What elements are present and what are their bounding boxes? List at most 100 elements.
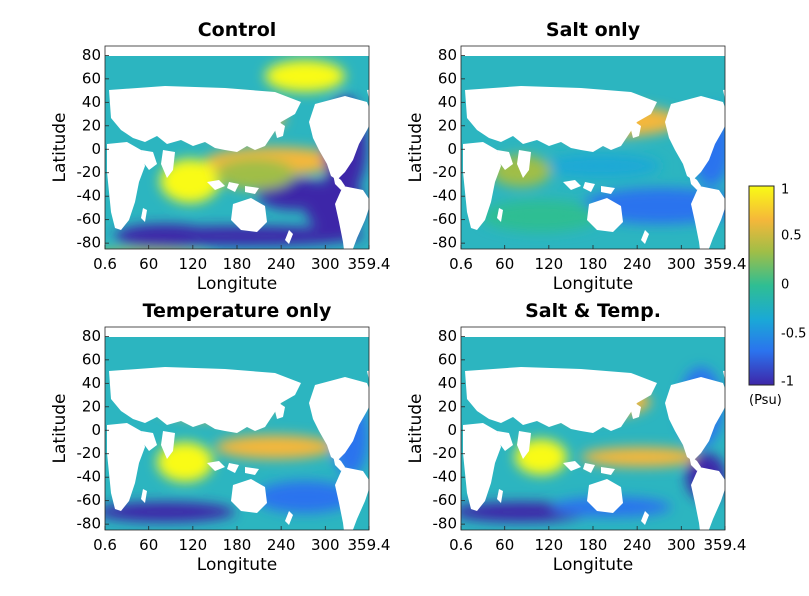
anomaly-field — [461, 46, 725, 249]
x-tick-label: 359.4 — [348, 255, 391, 273]
x-tick-label: 240 — [267, 536, 296, 554]
x-tick-label: 359.4 — [704, 255, 747, 273]
x-tick-label: 120 — [535, 255, 564, 273]
y-tick-label: -80 — [433, 515, 458, 533]
panel-4: Salt & Temp. 80 60 40 20 0 -20 -40 -60 -80 0.6 60 12… — [406, 300, 747, 575]
y-tick-label: 80 — [438, 46, 457, 64]
x-tick-label: 300 — [311, 255, 340, 273]
panel-3: Temperature only 80 60 40 20 0 -20 -40 -60 -80 0.6… — [50, 300, 391, 575]
y-tick-label: -20 — [77, 444, 102, 462]
panel-title: Salt & Temp. — [525, 300, 661, 322]
y-tick-label: -60 — [433, 210, 458, 228]
x-tick-label: 60 — [139, 536, 158, 554]
y-tick-label: -40 — [77, 187, 102, 205]
y-tick-label: -20 — [77, 163, 102, 181]
x-tick-label: 120 — [535, 536, 564, 554]
colorbar-tick: 0 — [781, 278, 789, 293]
y-tick-label: 20 — [438, 397, 457, 415]
x-tick-label: 359.4 — [704, 536, 747, 554]
colorbar-tick: -1 — [781, 375, 794, 390]
panel-title: Salt only — [546, 19, 641, 41]
y-tick-label: 60 — [438, 350, 457, 368]
y-tick-label: -40 — [433, 468, 458, 486]
x-tick-label: 0.6 — [449, 536, 473, 554]
anomaly-blob — [215, 158, 295, 190]
y-tick-label: 80 — [82, 46, 101, 64]
anomaly-blob — [115, 224, 215, 248]
x-tick-label: 359.4 — [348, 536, 391, 554]
y-tick-label: 40 — [438, 93, 457, 111]
y-tick-label: 40 — [82, 93, 101, 111]
panel-2: Salt only 80 60 40 20 0 -20 -40 -60 -80 0.6 60 120 18… — [406, 19, 747, 294]
anomaly-field — [105, 46, 369, 249]
colorbar: 1 0.5 0 -0.5 -1 (Psu) — [748, 183, 806, 408]
y-axis-label: Latitude — [406, 394, 426, 464]
y-tick-label: -60 — [433, 491, 458, 509]
x-tick-label: 300 — [311, 536, 340, 554]
y-tick-label: 20 — [82, 397, 101, 415]
y-tick-label: 0 — [447, 140, 457, 158]
anomaly-blob — [255, 481, 355, 513]
x-tick-label: 300 — [667, 536, 696, 554]
anomaly-field — [105, 327, 369, 530]
y-tick-label: -40 — [77, 468, 102, 486]
y-tick-label: -80 — [433, 234, 458, 252]
anomaly-blob — [541, 154, 661, 178]
x-tick-label: 60 — [495, 536, 514, 554]
colorbar-tick: 0.5 — [781, 229, 802, 244]
x-axis-label: Longitute — [553, 274, 633, 294]
y-tick-label: -80 — [77, 234, 102, 252]
anomaly-blob — [160, 159, 220, 203]
x-tick-label: 0.6 — [93, 536, 117, 554]
x-tick-label: 0.6 — [93, 255, 117, 273]
x-tick-label: 180 — [579, 255, 608, 273]
y-tick-label: 0 — [91, 140, 101, 158]
colorbar-tick: -0.5 — [781, 327, 806, 342]
anomaly-blob — [481, 200, 601, 232]
y-tick-label: 60 — [82, 69, 101, 87]
y-axis-label: Latitude — [50, 394, 70, 464]
y-tick-label: 0 — [447, 421, 457, 439]
x-axis-label: Longitute — [197, 274, 277, 294]
x-tick-label: 240 — [267, 255, 296, 273]
y-tick-label: 60 — [82, 350, 101, 368]
y-tick-label: -40 — [433, 187, 458, 205]
y-tick-label: 60 — [438, 69, 457, 87]
x-tick-label: 0.6 — [449, 255, 473, 273]
x-tick-label: 240 — [623, 536, 652, 554]
x-tick-label: 60 — [495, 255, 514, 273]
y-tick-label: 20 — [82, 116, 101, 134]
anomaly-blob — [265, 60, 345, 92]
y-tick-label: -20 — [433, 444, 458, 462]
colorbar-tick: 1 — [781, 183, 789, 198]
colorbar-unit: (Psu) — [749, 393, 782, 408]
x-tick-label: 180 — [579, 536, 608, 554]
y-axis-label: Latitude — [406, 113, 426, 183]
y-axis-label: Latitude — [50, 113, 70, 183]
x-axis-label: Longitute — [197, 555, 277, 575]
y-tick-label: 0 — [91, 421, 101, 439]
anomaly-blob — [105, 502, 235, 522]
y-tick-label: 40 — [82, 374, 101, 392]
anomaly-field — [461, 327, 725, 530]
x-tick-label: 180 — [223, 536, 252, 554]
x-tick-label: 120 — [179, 255, 208, 273]
x-axis-label: Longitute — [553, 555, 633, 575]
y-tick-label: 40 — [438, 374, 457, 392]
x-tick-label: 180 — [223, 255, 252, 273]
y-tick-label: 20 — [438, 116, 457, 134]
y-tick-label: -20 — [433, 163, 458, 181]
y-tick-label: -80 — [77, 515, 102, 533]
anomaly-blob — [215, 435, 335, 459]
panel-title: Control — [198, 19, 277, 41]
anomaly-blob — [581, 447, 701, 467]
x-tick-label: 240 — [623, 255, 652, 273]
y-tick-label: -60 — [77, 491, 102, 509]
x-tick-label: 120 — [179, 536, 208, 554]
y-tick-label: 80 — [82, 327, 101, 345]
panel-1: Control 80 60 40 20 0 -20 -40 -60 -80 0.6 60 120 180 2… — [50, 19, 391, 294]
panel-title: Temperature only — [143, 300, 332, 322]
colorbar-gradient — [748, 185, 775, 386]
y-tick-label: 80 — [438, 327, 457, 345]
